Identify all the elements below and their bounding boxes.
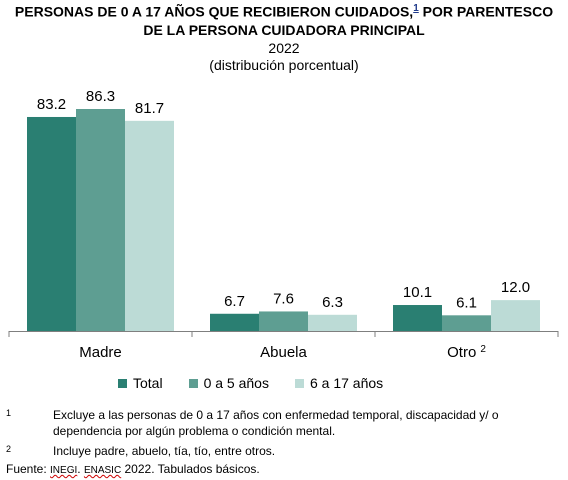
category-footnote-ref: 2: [480, 344, 486, 355]
data-label: 83.2: [37, 96, 66, 113]
chart-year: 2022: [268, 40, 300, 56]
footnote-1: 1 Excluye a las personas de 0 a 17 años …: [6, 407, 546, 439]
bar: [125, 120, 174, 332]
title-text: PERSONAS DE 0 A 17 AÑOS QUE RECIBIERON C…: [14, 3, 414, 20]
bar: [259, 311, 308, 331]
title-footnote-ref[interactable]: 1: [413, 3, 419, 14]
source-note: Fuente: INEGI. ENASIC 2022. Tabulados bá…: [6, 462, 260, 476]
source-prefix: Fuente:: [6, 462, 51, 476]
category-label: Otro 2: [447, 344, 486, 361]
data-label: 12.0: [501, 279, 530, 296]
category-label: Abuela: [260, 344, 307, 361]
legend-swatch-0-5: [188, 378, 198, 388]
footnote-2: 2 Incluye padre, abuelo, tía, tío, entre…: [6, 443, 546, 459]
data-label: 81.7: [135, 100, 164, 117]
footnote-2-number: 2: [6, 444, 12, 454]
bar: [308, 314, 357, 331]
legend-label-total: Total: [133, 375, 163, 391]
chart-legend: Total 0 a 5 años 6 a 17 años: [118, 375, 383, 391]
legend-label-0-5: 0 a 5 años: [203, 375, 269, 391]
footnote-1-text: Excluye a las personas de 0 a 17 años co…: [53, 408, 499, 438]
title-text-end: POR PARENTESCO: [418, 3, 554, 20]
chart-subtitle: (distribución porcentual): [209, 57, 359, 73]
source-sep: .: [77, 462, 84, 476]
bar: [210, 313, 259, 331]
bar: [393, 305, 442, 331]
legend-item-6-17: 6 a 17 años: [294, 375, 384, 391]
footnote-2-text: Incluye padre, abuelo, tía, tío, entre o…: [53, 444, 276, 458]
bar-chart: 83.2 86.3 81.7 Madre 6.7 7.6 6.3 Abuela 10.1 6.1 1…: [8, 88, 559, 361]
bar: [491, 300, 540, 331]
bar: [76, 109, 125, 331]
source-enasic: ENASIC: [83, 465, 122, 476]
data-label: 86.3: [86, 88, 115, 105]
data-label: 10.1: [403, 284, 432, 301]
chart-title-line2: DE LA PERSONA CUIDADORA PRINCIPAL: [143, 22, 425, 38]
footnote-1-number: 1: [6, 408, 12, 418]
chart-title-line1: PERSONAS DE 0 A 17 AÑOS QUE RECIBIERON C…: [0, 3, 568, 20]
data-label: 6.3: [322, 294, 343, 311]
legend-swatch-6-17: [294, 378, 304, 388]
data-label: 6.1: [456, 294, 477, 311]
source-inegi: INEGI: [50, 465, 78, 476]
category-label: Madre: [79, 344, 122, 361]
legend-label-6-17: 6 a 17 años: [309, 375, 384, 391]
legend-item-0-5: 0 a 5 años: [188, 375, 269, 391]
legend-swatch-total: [118, 378, 127, 388]
legend-item-total: Total: [118, 375, 163, 391]
source-suffix: 2022. Tabulados básicos.: [121, 462, 260, 476]
bar: [442, 315, 491, 331]
data-label: 7.6: [273, 290, 294, 307]
data-label: 6.7: [224, 293, 245, 310]
bar: [27, 116, 76, 331]
